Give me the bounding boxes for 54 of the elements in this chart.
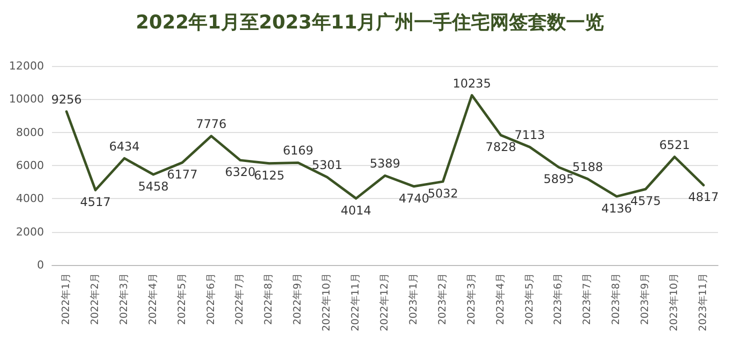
x-tick-label: 2023年3月 — [465, 273, 478, 325]
data-label: 5458 — [138, 179, 169, 194]
data-label: 6125 — [254, 168, 284, 182]
x-tick-label: 2023年1月 — [407, 273, 420, 325]
x-tick-label: 2022年8月 — [262, 273, 275, 325]
data-label: 5389 — [370, 156, 400, 171]
x-tick-label: 2023年11月 — [697, 273, 710, 332]
x-tick-label: 2022年9月 — [292, 273, 304, 325]
x-tick-label: 2023年9月 — [639, 273, 652, 325]
data-label: 5188 — [572, 160, 603, 174]
x-tick-label: 2023年2月 — [436, 273, 448, 325]
x-tick-label: 2023年10月 — [668, 273, 680, 332]
data-label: 4740 — [398, 191, 430, 206]
y-tick-label: 0 — [37, 258, 44, 272]
x-tick-label: 2022年6月 — [204, 273, 217, 325]
x-tick-label: 2023年7月 — [581, 273, 594, 325]
x-tick-label: 2022年10月 — [320, 273, 333, 332]
x-tick-label: 2022年11月 — [350, 273, 362, 332]
data-label: 6177 — [167, 168, 198, 182]
data-label: 4575 — [630, 194, 661, 208]
x-tick-label: 2022年1月 — [60, 273, 72, 325]
data-label: 6320 — [224, 165, 256, 180]
x-tick-label: 2023年5月 — [523, 273, 536, 325]
data-label: 4817 — [688, 190, 719, 204]
y-tick-label: 8000 — [16, 126, 44, 139]
data-label: 4517 — [80, 195, 111, 210]
data-label: 6521 — [659, 138, 690, 152]
chart-title: 2022年1月至2023年11月广州一手住宅网签套数一览 — [136, 12, 604, 34]
data-label: 4014 — [340, 203, 372, 218]
y-tick-label: 10000 — [9, 92, 44, 106]
y-tick-label: 4000 — [16, 192, 44, 206]
data-label: 7828 — [486, 140, 516, 154]
x-tick-label: 2022年7月 — [234, 273, 246, 325]
data-label: 5895 — [543, 172, 574, 186]
y-tick-label: 2000 — [16, 225, 44, 238]
x-tick-label: 2023年4月 — [494, 273, 506, 325]
x-tick-label: 2022年3月 — [118, 273, 130, 325]
data-label: 4136 — [601, 201, 632, 216]
data-label: 6169 — [282, 144, 314, 158]
x-tick-label: 2022年2月 — [88, 273, 101, 325]
data-label: 6434 — [109, 139, 140, 154]
data-label: 7113 — [514, 128, 546, 142]
data-label: 5032 — [428, 186, 458, 201]
x-tick-label: 2022年4月 — [146, 273, 159, 325]
data-label: 7776 — [196, 117, 227, 132]
data-label: 9256 — [51, 92, 82, 107]
x-tick-label: 2023年6月 — [552, 273, 564, 325]
x-tick-label: 2022年12月 — [378, 273, 390, 332]
y-tick-label: 6000 — [16, 159, 44, 172]
x-tick-label: 2023年8月 — [610, 273, 622, 325]
x-tick-label: 2022年5月 — [176, 273, 188, 325]
data-label: 5301 — [312, 158, 342, 172]
data-label: 10235 — [452, 76, 491, 90]
y-tick-label: 12000 — [9, 60, 44, 72]
